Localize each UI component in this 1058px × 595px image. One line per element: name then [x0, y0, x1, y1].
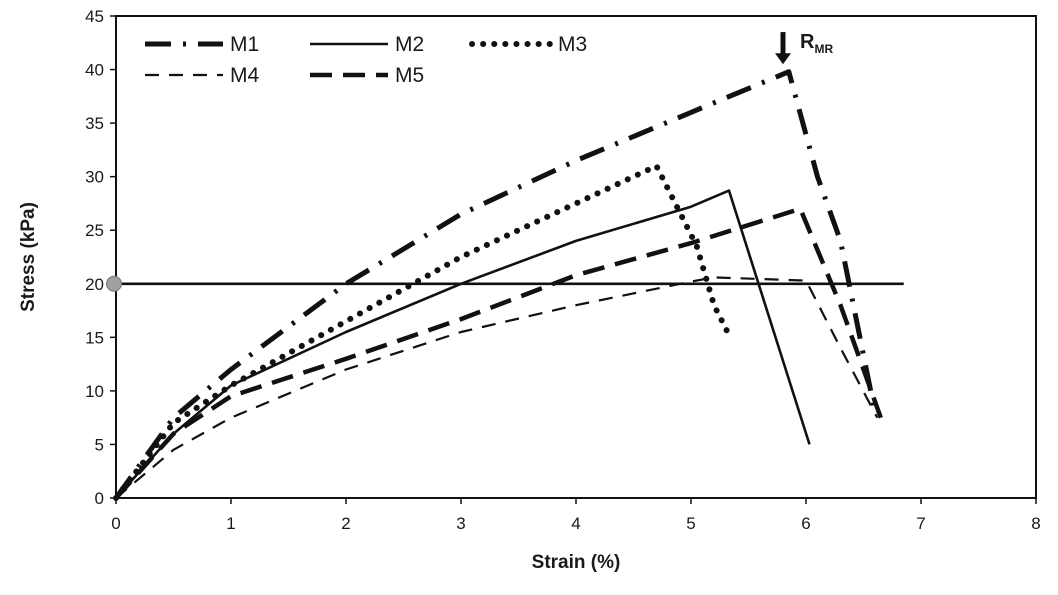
y-axis-title: Stress (kPa) [18, 202, 39, 312]
y-tick-label: 10 [85, 382, 104, 401]
annotation-group: RMR [775, 31, 833, 65]
x-tick-label: 8 [1031, 514, 1040, 533]
axes [115, 15, 1037, 499]
legend-label-m1: M1 [230, 33, 259, 56]
x-tick-label: 4 [571, 514, 580, 533]
legend-label-m2: M2 [395, 33, 424, 56]
annotation-label: RMR [800, 31, 833, 56]
x-tick-label: 1 [226, 514, 235, 533]
series-line-m2 [115, 189, 811, 499]
y-tick-label: 45 [85, 7, 104, 26]
y-tick-label: 15 [85, 328, 104, 347]
y-tick-label: 40 [85, 61, 104, 80]
y-tick-label: 30 [85, 168, 104, 187]
series-line-m5 [114, 206, 883, 500]
series-line-m3 [113, 163, 735, 501]
series-group [113, 69, 883, 501]
legend: M1 M2 M3 M4 M5 [145, 33, 587, 87]
reference-line-group [106, 275, 904, 292]
y-tick-label: 25 [85, 221, 104, 240]
y-tick-label: 5 [95, 435, 104, 454]
annotation-subscript: MR [814, 42, 833, 56]
x-tick-label: 7 [916, 514, 925, 533]
x-tick-label: 6 [801, 514, 810, 533]
series-line-m1 [113, 69, 878, 500]
x-tick-label: 0 [111, 514, 120, 533]
x-tick-label: 5 [686, 514, 695, 533]
legend-label-m5: M5 [395, 64, 424, 87]
x-tick-label: 2 [341, 514, 350, 533]
y-tick-label: 0 [95, 489, 104, 508]
x-tick-label: 3 [456, 514, 465, 533]
series-line-m4 [115, 276, 879, 499]
y-tick-label: 20 [85, 275, 104, 294]
plot-frame [115, 15, 1037, 499]
y-tick-label: 35 [85, 114, 104, 133]
legend-label-m4: M4 [230, 64, 259, 87]
reference-marker [106, 275, 122, 292]
legend-label-m3: M3 [558, 33, 587, 56]
down-arrow-icon [775, 53, 791, 65]
x-axis-title: Strain (%) [532, 552, 621, 573]
